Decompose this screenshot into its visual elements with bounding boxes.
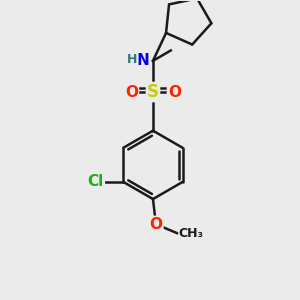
Text: N: N <box>137 53 150 68</box>
Text: S: S <box>147 83 159 101</box>
Text: H: H <box>127 53 137 66</box>
Text: O: O <box>168 85 181 100</box>
Text: O: O <box>125 85 138 100</box>
Text: O: O <box>149 217 162 232</box>
Text: Cl: Cl <box>88 175 104 190</box>
Text: CH₃: CH₃ <box>179 227 204 240</box>
